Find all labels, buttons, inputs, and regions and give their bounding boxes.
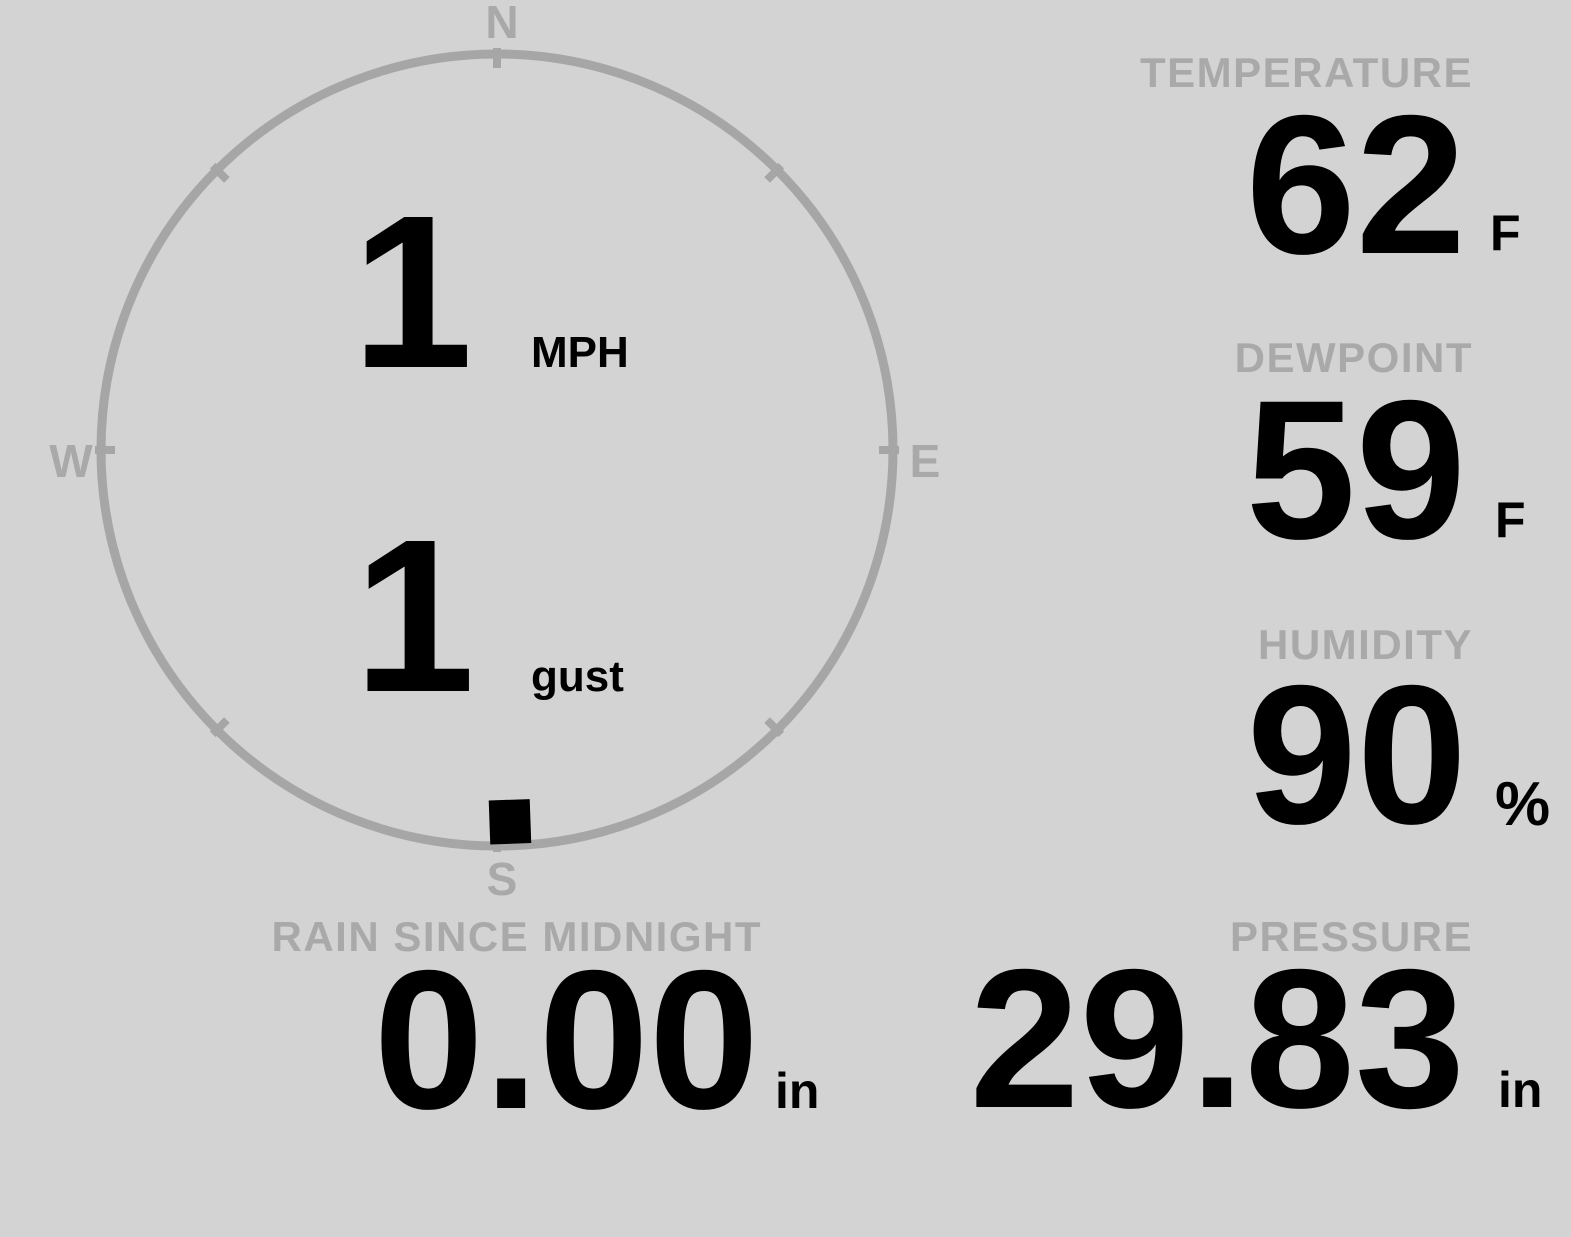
compass-label-n: N [485, 0, 519, 48]
rain-label: RAIN SINCE MIDNIGHT [271, 913, 762, 960]
tick-ne [764, 162, 785, 183]
rain-value: 0.00 [373, 929, 759, 1150]
dewpoint-value: 59 [1245, 359, 1466, 580]
compass-label-w: W [49, 435, 93, 487]
rain-unit: in [775, 1063, 820, 1119]
dewpoint-unit: F [1495, 492, 1526, 548]
wind-gust-unit: gust [531, 652, 624, 701]
compass-label-e: E [909, 435, 941, 487]
compass-label-s: S [486, 853, 518, 905]
temperature-value: 62 [1245, 74, 1466, 295]
dewpoint-label: DEWPOINT [1234, 334, 1473, 381]
pressure-label: PRESSURE [1229, 913, 1473, 960]
temperature-unit: F [1490, 205, 1521, 261]
tick-sw [209, 717, 230, 738]
pressure-value: 29.83 [969, 928, 1465, 1149]
humidity-label: HUMIDITY [1258, 621, 1473, 668]
temperature-label: TEMPERATURE [1139, 49, 1473, 96]
wind-direction-marker [488, 799, 532, 845]
tick-nw [209, 162, 230, 183]
humidity-value: 90 [1246, 644, 1467, 865]
wind-speed-value: 1 [351, 171, 473, 414]
wind-speed-unit: MPH [531, 328, 629, 377]
tick-se [764, 717, 785, 738]
pressure-unit: in [1498, 1062, 1543, 1118]
humidity-unit: % [1495, 770, 1551, 839]
wind-gust-value: 1 [353, 495, 475, 738]
compass-ticks [95, 48, 899, 852]
